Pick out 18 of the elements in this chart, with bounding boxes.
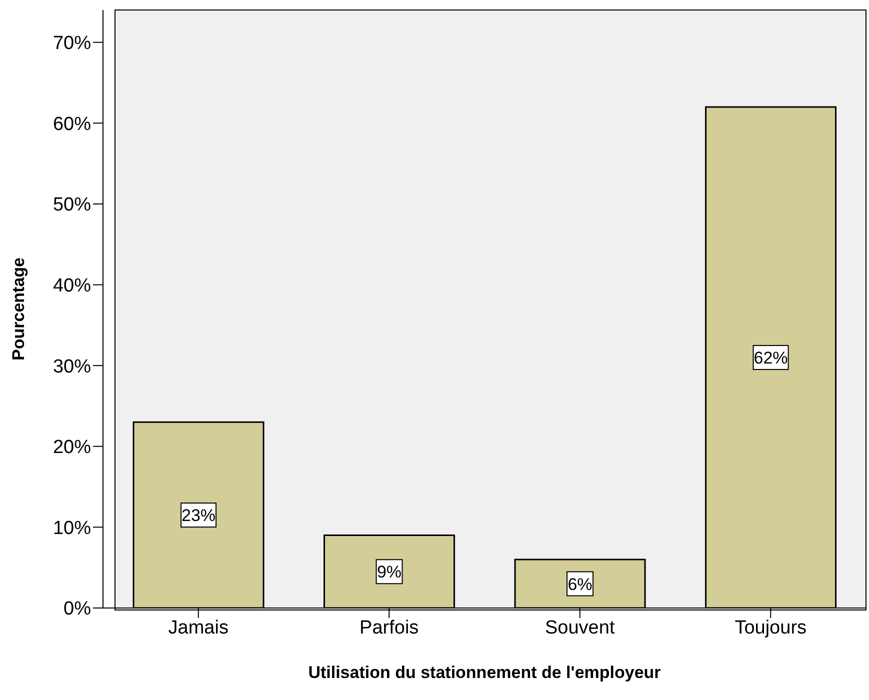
data-label: 62%: [754, 348, 788, 368]
y-tick-label: 10%: [52, 518, 92, 539]
x-tick-label: Jamais: [168, 617, 228, 638]
y-tick-label: 50%: [52, 194, 92, 216]
y-tick-label: 40%: [52, 276, 92, 296]
x-tick-label: Parfois: [360, 617, 419, 638]
data-label: 6%: [568, 574, 592, 594]
x-axis-title: Utilisation du stationnement de l'employeur: [308, 663, 662, 682]
data-label: 23%: [182, 506, 216, 526]
y-axis-title: Pourcentage: [9, 258, 28, 360]
y-tick-label: 30%: [52, 356, 92, 378]
data-label: 9%: [376, 562, 402, 582]
x-tick-label: Toujours: [734, 617, 807, 638]
y-tick-label: 20%: [52, 437, 92, 458]
y-tick-label: 70%: [52, 33, 92, 54]
y-tick-label: 0%: [64, 598, 92, 620]
y-tick-label: 60%: [52, 114, 92, 135]
x-tick-label: Souvent: [545, 617, 616, 638]
